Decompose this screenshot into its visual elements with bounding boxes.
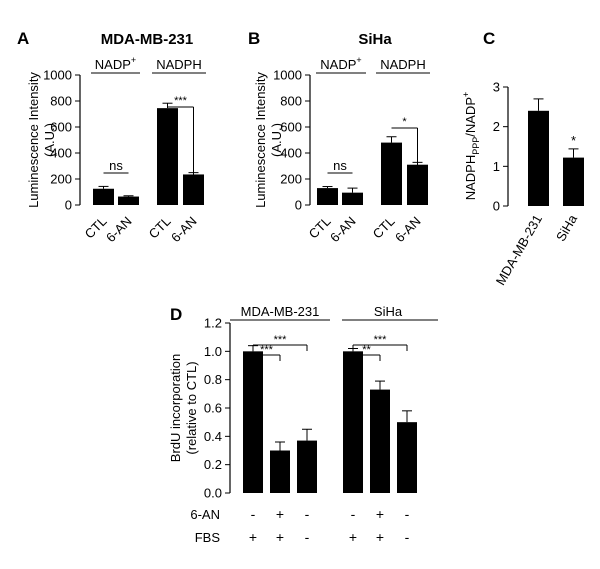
bar [563, 157, 584, 206]
bar [381, 142, 402, 205]
bar [183, 174, 204, 205]
y-tick-label: 1000 [273, 68, 302, 83]
treatment-sign: + [349, 529, 357, 545]
y-tick-label: 0.2 [204, 457, 222, 472]
category-label: 6-AN [327, 214, 359, 246]
panel-title: MDA-MB-231 [101, 31, 194, 48]
bar [407, 164, 428, 205]
group-label: MDA-MB-231 [241, 304, 320, 319]
y-tick-label: 200 [50, 172, 72, 187]
bar [93, 188, 114, 205]
y-tick-label: 1 [493, 159, 500, 174]
panel-letter: D [170, 305, 182, 324]
treatment-sign: + [376, 529, 384, 545]
treatment-sign: - [305, 529, 310, 545]
significance-label: ** [362, 344, 371, 356]
category-label: SiHa [553, 211, 580, 244]
y-tick-label: 0.4 [204, 429, 222, 444]
y-tick-label: 200 [280, 172, 302, 187]
treatment-sign: - [305, 506, 310, 522]
bar [297, 440, 317, 493]
group-label: NADP+ [95, 55, 136, 72]
y-tick-label: 600 [50, 120, 72, 135]
group-label: NADPH [156, 57, 202, 72]
treatment-sign: + [276, 529, 284, 545]
y-tick-label: 0 [295, 198, 302, 213]
category-label: CTL [146, 214, 174, 242]
significance-label: *** [174, 95, 188, 107]
bar [317, 188, 338, 205]
bar [270, 450, 290, 493]
significance-label: *** [374, 334, 388, 346]
group-label: SiHa [374, 304, 403, 319]
treatment-sign: - [351, 506, 356, 522]
bar [343, 351, 363, 493]
treatment-sign: + [376, 506, 384, 522]
y-axis-label: Luminescence Intensity(A.U.) [253, 72, 284, 208]
y-axis-label: NADPHPPP/NADP+ [461, 92, 481, 201]
panel-letter: C [483, 29, 495, 48]
significance-label: * [402, 116, 407, 128]
y-tick-label: 600 [280, 120, 302, 135]
y-tick-label: 3 [493, 80, 500, 95]
panel-title: SiHa [358, 31, 392, 48]
treatment-sign: - [405, 529, 410, 545]
bar [118, 196, 139, 205]
significance-label: ns [109, 158, 123, 173]
bar [397, 422, 417, 493]
bar [243, 351, 263, 493]
y-tick-label: 2 [493, 119, 500, 134]
category-label: 6-AN [392, 214, 424, 246]
significance-label: * [571, 133, 576, 148]
treatment-sign: + [276, 506, 284, 522]
significance-label: *** [274, 334, 288, 346]
panel-letter: A [17, 29, 29, 48]
y-tick-label: 0.0 [204, 486, 222, 501]
bar [157, 108, 178, 205]
y-tick-label: 1.2 [204, 316, 222, 331]
group-label: NADP+ [320, 55, 361, 72]
treatment-sign: - [251, 506, 256, 522]
y-tick-label: 0 [65, 198, 72, 213]
group-label: NADPH [380, 57, 426, 72]
y-axis-label: BrdU incorporation(relative to CTL) [168, 354, 199, 462]
y-tick-label: 0 [493, 199, 500, 214]
y-tick-label: 400 [50, 146, 72, 161]
bar [528, 110, 549, 206]
treatment-label: 6-AN [190, 507, 220, 522]
y-tick-label: 1.0 [204, 344, 222, 359]
category-label: 6-AN [103, 214, 135, 246]
y-axis-label: Luminescence Intensity(A.U.) [26, 72, 57, 208]
y-tick-label: 0.8 [204, 372, 222, 387]
treatment-sign: - [405, 506, 410, 522]
y-tick-label: 1000 [43, 68, 72, 83]
treatment-label: FBS [195, 530, 221, 545]
treatment-sign: + [249, 529, 257, 545]
y-tick-label: 0.6 [204, 401, 222, 416]
bar [342, 192, 363, 205]
y-tick-label: 400 [280, 146, 302, 161]
significance-label: ns [333, 158, 347, 173]
y-tick-label: 800 [50, 94, 72, 109]
bar [370, 389, 390, 493]
category-label: 6-AN [168, 214, 200, 246]
panel-letter: B [248, 29, 260, 48]
category-label: CTL [370, 214, 398, 242]
category-label: MDA-MB-231 [493, 212, 545, 288]
y-tick-label: 800 [280, 94, 302, 109]
significance-label: *** [260, 344, 274, 356]
